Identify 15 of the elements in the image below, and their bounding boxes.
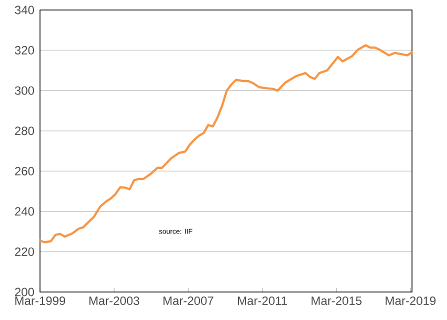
y-tick-label: 280 — [15, 126, 34, 136]
x-tick-label: Mar-1999 — [15, 296, 66, 306]
y-tick-label: 200 — [15, 288, 34, 296]
x-tick-label: Mar-2003 — [89, 296, 140, 306]
y-tick-label: 260 — [15, 166, 34, 176]
y-tick-label: 320 — [14, 46, 34, 55]
y-tick-label: 220 — [15, 247, 34, 256]
x-tick-label: Mar-2011 — [238, 296, 287, 306]
y-tick-label: 240 — [15, 207, 34, 216]
line-series — [38, 44, 414, 244]
x-tick-label: Mar-2019 — [386, 296, 436, 306]
y-tick-label: 300 — [14, 86, 34, 95]
y-tick-label: 340 — [14, 6, 34, 14]
x-tick-label: Mar-2007 — [163, 296, 214, 306]
x-tick-label: Mar-2015 — [312, 296, 362, 306]
